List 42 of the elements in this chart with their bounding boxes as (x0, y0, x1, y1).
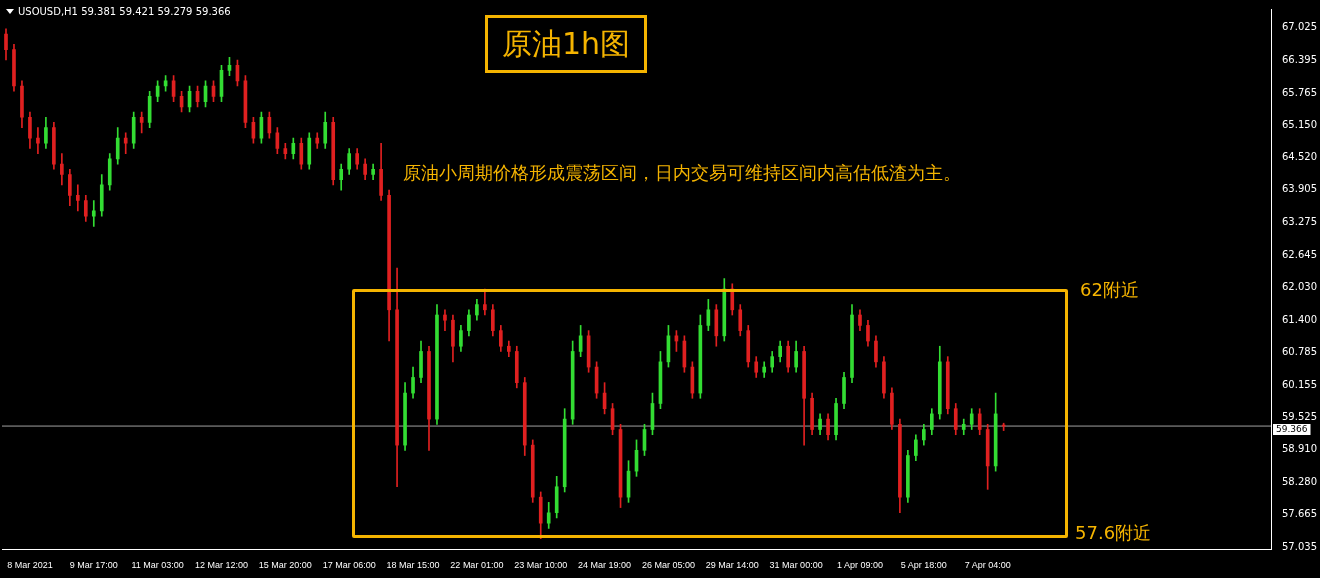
text: 原油1h图 (485, 15, 648, 73)
y-tick-label: 57.665 (1282, 508, 1318, 520)
x-tick-label: 17 Mar 06:00 (322, 560, 376, 571)
y-tick-label: 60.785 (1282, 345, 1318, 357)
chart-subtitle: USOUSD,H1 59.381 59.421 59.279 59.366 (18, 6, 231, 17)
y-tick-label: 64.520 (1282, 151, 1318, 163)
annotation: 原油小周期价格形成震荡区间，日内交易可维持区间内高估低渣为主。 (403, 161, 961, 185)
y-tick-label: 58.280 (1282, 476, 1318, 488)
x-tick-label: 18 Mar 15:00 (386, 560, 440, 571)
y-tick-label: 65.765 (1282, 86, 1318, 98)
y-tick-label: 65.150 (1282, 118, 1318, 130)
annotation: 57.6附近 (1075, 521, 1152, 545)
y-tick-label: 59.525 (1282, 411, 1318, 423)
x-tick-label: 22 Mar 01:00 (450, 560, 504, 571)
x-tick-label: 12 Mar 12:00 (194, 560, 249, 571)
y-tick-label: 61.400 (1282, 313, 1318, 325)
ref-line-label: 59.366 (1276, 423, 1308, 434)
candlestick (36, 127, 40, 155)
x-tick-label: 1 Apr 09:00 (836, 560, 883, 571)
y-tick-label: 66.395 (1282, 53, 1318, 65)
y-tick-label: 67.025 (1282, 21, 1318, 33)
annotation: 62附近 (1080, 278, 1139, 302)
x-tick-label: 8 Mar 2021 (7, 560, 53, 571)
y-tick-label: 63.275 (1282, 216, 1318, 228)
x-tick-label: 24 Mar 19:00 (578, 560, 632, 571)
x-tick-label: 15 Mar 20:00 (258, 560, 312, 571)
x-tick-label: 5 Apr 18:00 (900, 560, 947, 571)
x-tick-label: 29 Mar 14:00 (705, 560, 759, 571)
y-tick-label: 63.905 (1282, 183, 1318, 195)
y-tick-label: 60.155 (1282, 378, 1318, 390)
x-tick-label: 7 Apr 04:00 (964, 560, 1011, 571)
candlestick (75, 184, 80, 212)
y-tick-label: 57.035 (1282, 540, 1318, 552)
x-tick-label: 26 Mar 05:00 (641, 560, 695, 571)
x-tick-label: 31 Mar 00:00 (769, 560, 823, 571)
x-tick-label: 23 Mar 10:00 (514, 560, 568, 571)
y-tick-label: 58.910 (1282, 443, 1318, 455)
y-tick-label: 62.030 (1282, 281, 1318, 293)
x-tick-label: 11 Mar 03:00 (131, 560, 184, 571)
candlestick (91, 200, 96, 227)
x-tick-label: 9 Mar 17:00 (69, 560, 118, 571)
y-tick-label: 62.645 (1282, 249, 1318, 261)
